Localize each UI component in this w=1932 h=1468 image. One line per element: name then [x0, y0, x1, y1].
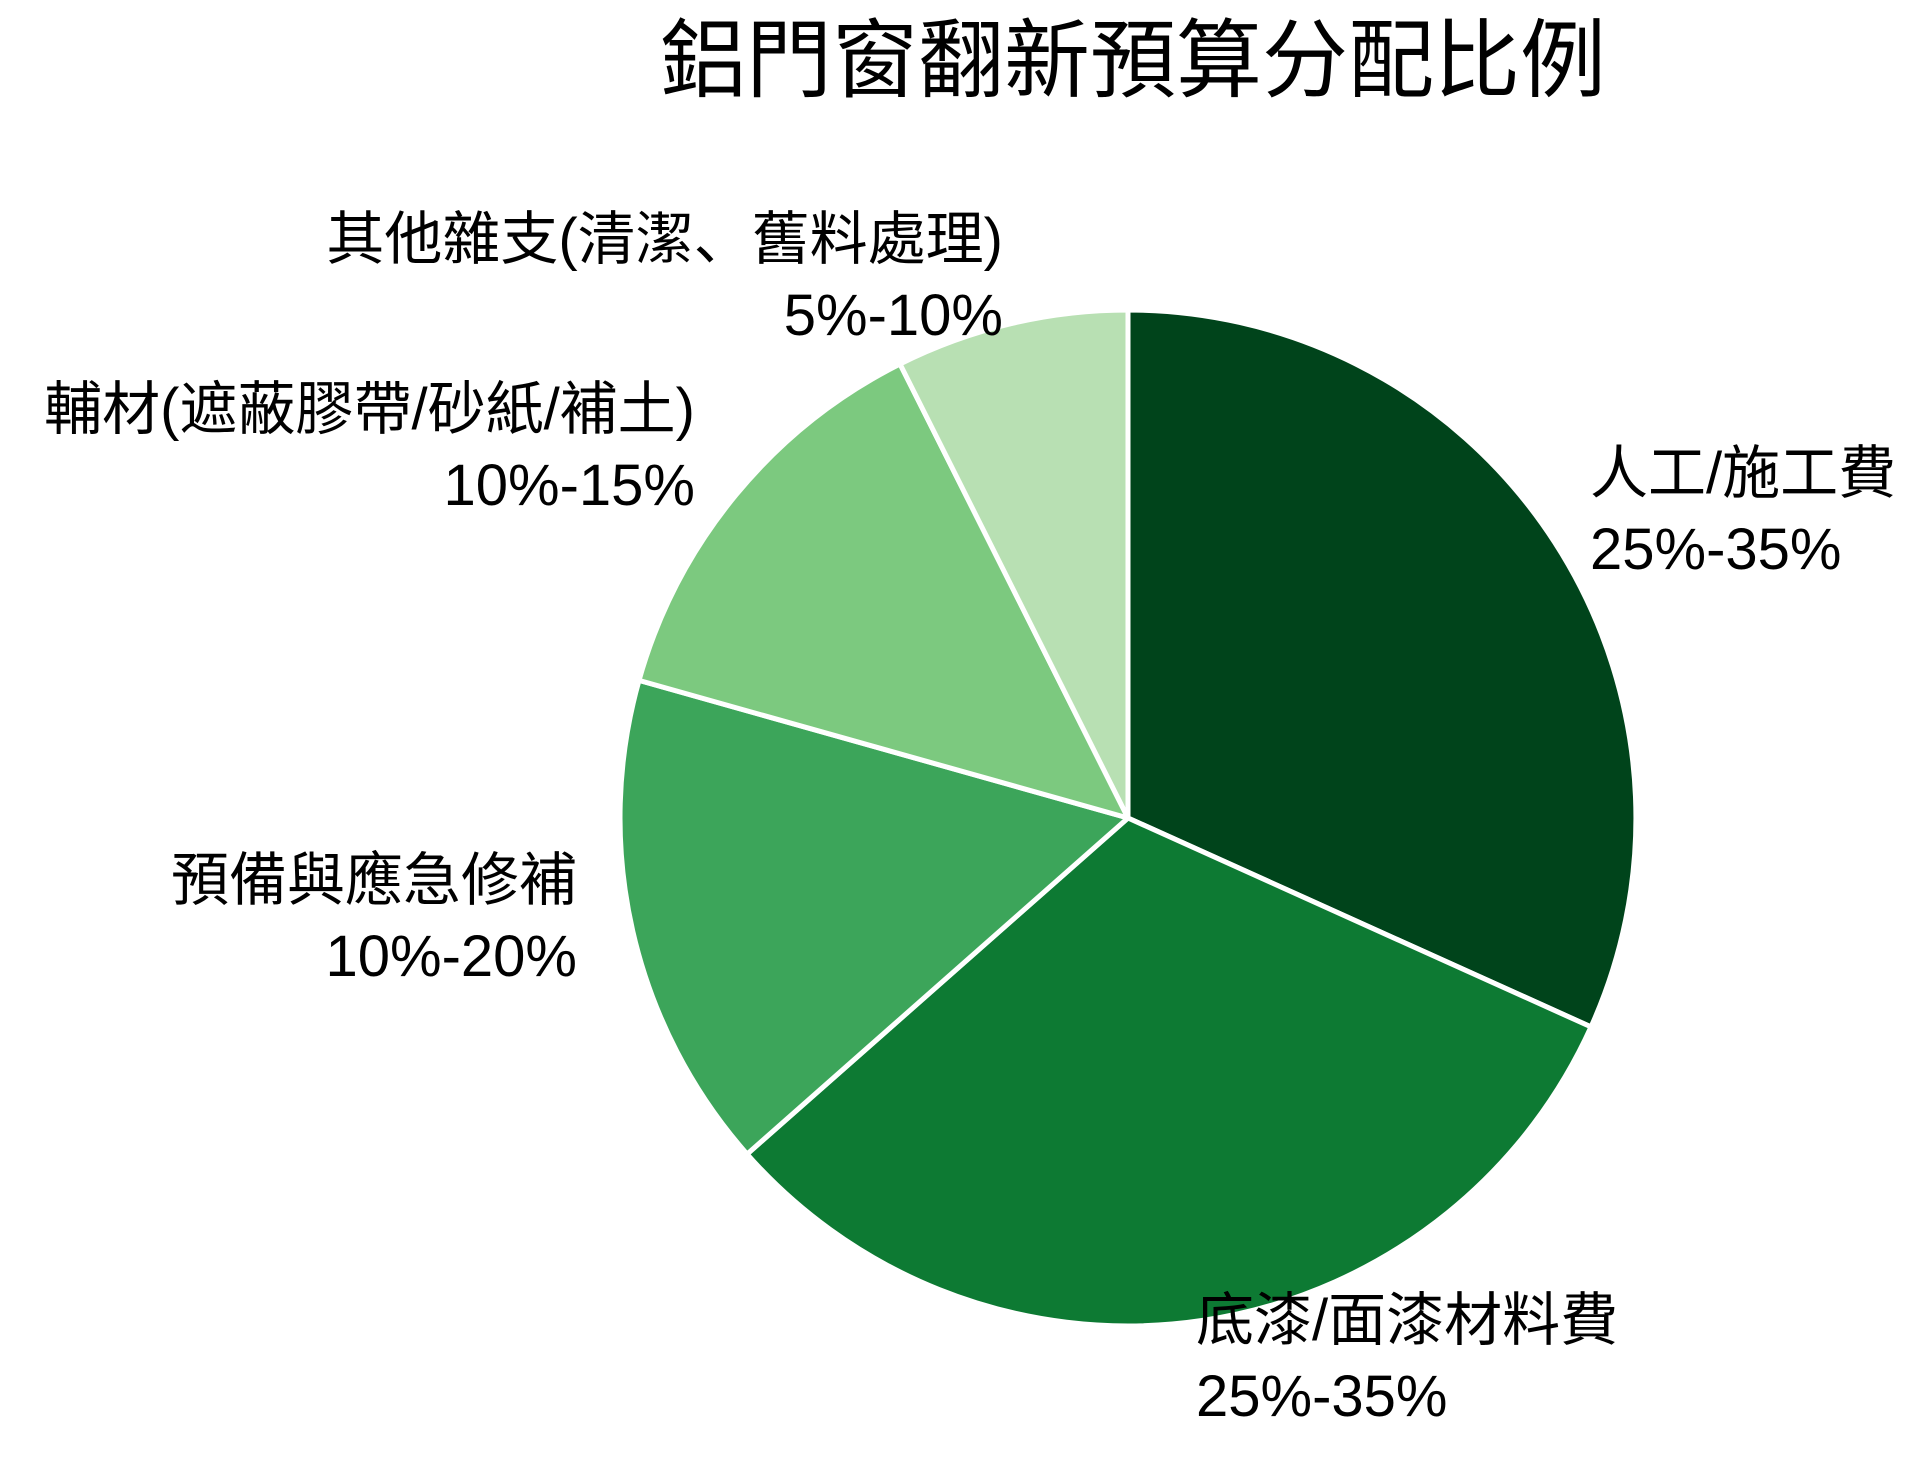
- pie-slice-labor: [1125, 307, 1639, 1030]
- pie-slice-misc: [897, 307, 1131, 821]
- slice-label-paint: 底漆/面漆材料費 25%-35%: [1196, 1283, 1618, 1435]
- slice-label-aux-materials-text: 輔材(遮蔽膠帶/砂紙/補土): [44, 377, 695, 442]
- slice-label-paint-range: 25%-35%: [1196, 1364, 1448, 1429]
- slice-label-paint-text: 底漆/面漆材料費: [1196, 1288, 1619, 1353]
- pie-slice-reserve: [617, 677, 1131, 1157]
- slice-label-labor-range: 25%-35%: [1590, 517, 1842, 582]
- slice-label-misc-text: 其他雜支(清潔、舊料處理): [326, 207, 1003, 272]
- chart-title: 鋁門窗翻新預算分配比例: [660, 13, 1606, 109]
- slice-label-misc: 其他雜支(清潔、舊料處理) 5%-10%: [326, 202, 1003, 354]
- pie-slice-paint: [744, 815, 1594, 1329]
- slice-label-labor-text: 人工/施工費: [1590, 441, 1897, 506]
- slice-label-misc-range: 5%-10%: [783, 283, 1003, 348]
- slice-label-reserve-text: 預備與應急修補: [170, 848, 577, 913]
- slice-label-reserve-range: 10%-20%: [325, 924, 577, 989]
- pie-slice-aux-materials: [636, 361, 1131, 821]
- slice-label-aux-materials-range: 10%-15%: [443, 453, 695, 518]
- slice-label-aux-materials: 輔材(遮蔽膠帶/砂紙/補土) 10%-15%: [44, 372, 695, 524]
- slice-label-reserve: 預備與應急修補 10%-20%: [171, 843, 577, 995]
- slice-label-labor: 人工/施工費 25%-35%: [1590, 436, 1896, 588]
